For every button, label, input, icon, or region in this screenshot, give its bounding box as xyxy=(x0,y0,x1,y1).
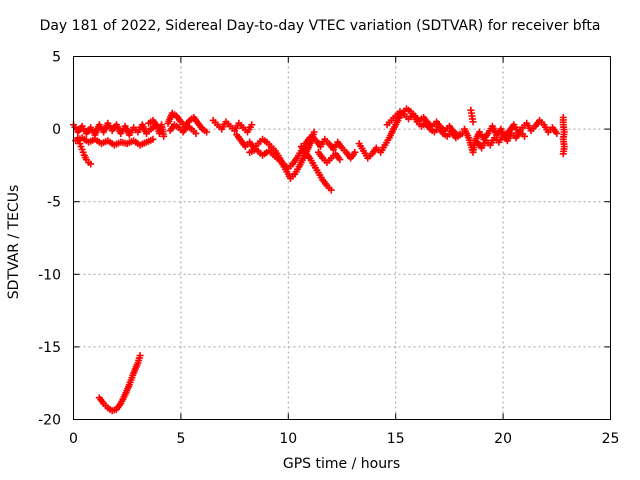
data-point xyxy=(521,132,529,140)
data-point xyxy=(553,129,561,137)
data-point xyxy=(87,160,95,168)
y-tick-label: -10 xyxy=(38,267,61,283)
tick-labels: 0 5 10 15 20 25 5 0 -5 -10 -15 -20 xyxy=(38,50,619,448)
data-point xyxy=(203,128,211,136)
data-point xyxy=(351,148,359,156)
x-axis-label: GPS time / hours xyxy=(282,456,401,472)
data-point xyxy=(469,118,477,126)
x-tick-label: 10 xyxy=(279,431,297,447)
data-point xyxy=(310,128,318,136)
data-point xyxy=(136,352,144,360)
data-point xyxy=(248,121,256,129)
y-tick-label: -15 xyxy=(38,340,61,356)
x-tick-label: 25 xyxy=(602,431,620,447)
data-point xyxy=(160,132,168,140)
y-tick-label: -20 xyxy=(38,413,61,429)
chart-title: Day 181 of 2022, Sidereal Day-to-day VTE… xyxy=(39,18,601,34)
data-point xyxy=(456,131,464,139)
x-tick-label: 5 xyxy=(176,431,185,447)
x-tick-label: 20 xyxy=(494,431,512,447)
x-tick-label: 15 xyxy=(387,431,405,447)
grid xyxy=(73,56,611,420)
plot-frame xyxy=(73,56,611,420)
y-tick-label: 0 xyxy=(52,122,61,138)
data-points xyxy=(70,105,568,415)
data-point xyxy=(336,156,344,164)
data-point xyxy=(192,129,200,137)
data-point xyxy=(559,150,567,158)
data-point xyxy=(327,186,335,194)
x-tick-label: 0 xyxy=(69,431,78,447)
axis-ticks xyxy=(73,56,611,420)
data-point xyxy=(149,135,157,143)
y-tick-label: 5 xyxy=(52,50,61,66)
y-tick-label: -5 xyxy=(47,195,61,211)
